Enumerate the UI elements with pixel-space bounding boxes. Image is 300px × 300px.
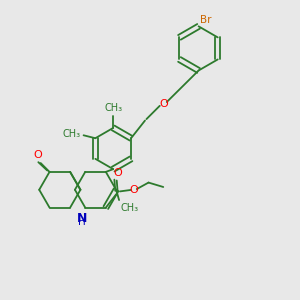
Text: CH₃: CH₃ [62, 129, 81, 139]
Text: O: O [129, 185, 138, 195]
Text: O: O [33, 150, 42, 160]
Text: CH₃: CH₃ [104, 103, 122, 113]
Text: O: O [113, 168, 122, 178]
Text: O: O [159, 99, 168, 110]
Text: N: N [77, 212, 88, 225]
Text: CH₃: CH₃ [121, 203, 139, 213]
Text: Br: Br [200, 15, 212, 25]
Text: H: H [78, 217, 86, 227]
